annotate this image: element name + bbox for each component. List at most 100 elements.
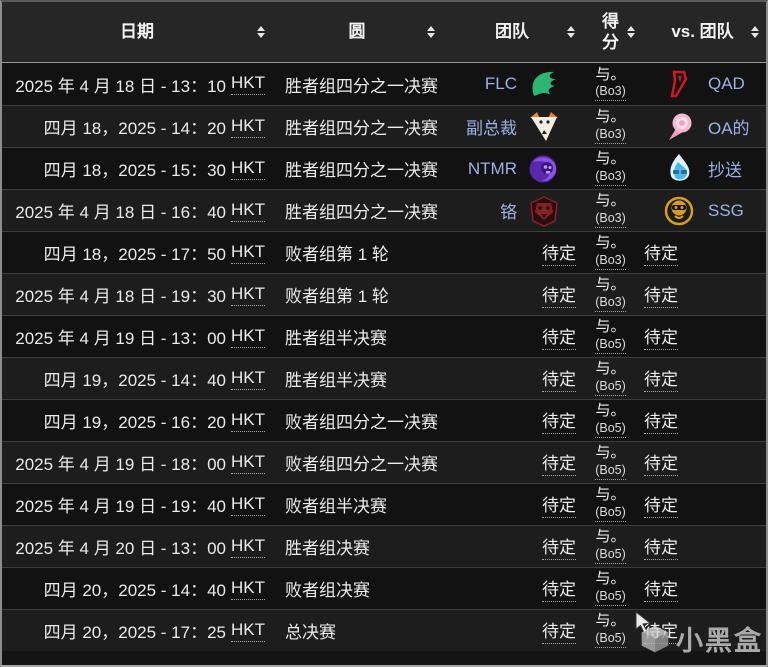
falcons-logo-icon[interactable] (526, 66, 562, 102)
match-row: 2025 年 4 月 18 日 - 13：10 HKT 胜者组四分之一决赛 FL… (2, 63, 766, 105)
match-round-cell: 败者组第 1 轮 (272, 274, 442, 315)
timezone-abbr: HKT (231, 452, 265, 474)
score-cell: 与。 (Bo5) (582, 442, 639, 483)
score-cell: 与。 (Bo5) (582, 316, 639, 357)
match-round-cell: 胜者组四分之一决赛 (272, 190, 442, 231)
team2-tbd-abbr: 待定 (644, 449, 678, 476)
date-text: 2025 年 4 月 19 日 - 19：40 (15, 497, 226, 516)
team1-link[interactable]: FLC (484, 74, 517, 93)
best-of-abbr: (Bo5) (595, 589, 626, 606)
team2-tbd-abbr: 待定 (644, 365, 678, 392)
score-cell: 与。 (Bo5) (582, 484, 639, 525)
vs-text: 与。 (595, 108, 626, 126)
match-row: 四月 19，2025 - 16：20 HKT 败者组四分之一决赛 待定 与。 (… (2, 399, 766, 441)
match-row: 2025 年 4 月 18 日 - 19：30 HKT 败者组第 1 轮 待定 … (2, 273, 766, 315)
team2-cell: QAD (639, 63, 766, 105)
team1-tbd-abbr: 待定 (542, 239, 576, 266)
round-text: 胜者组四分之一决赛 (285, 119, 438, 138)
team1-cell: 待定 (442, 274, 582, 315)
date-text: 四月 20，2025 - 17：25 (43, 623, 226, 642)
match-row: 2025 年 4 月 19 日 - 13：00 HKT 胜者组半决赛 待定 与。… (2, 315, 766, 357)
match-row: 四月 20，2025 - 14：40 HKT 败者组决赛 待定 与。 (Bo5)… (2, 567, 766, 609)
team2-cell: 抄送 (639, 148, 766, 189)
team2-tbd-abbr: 待定 (644, 281, 678, 308)
team2-link[interactable]: QAD (708, 74, 745, 93)
team2-cell: 待定 (639, 358, 766, 399)
qad-logo-icon[interactable] (661, 66, 697, 102)
team1-cell: 待定 (442, 568, 582, 609)
sort-icon (427, 26, 435, 38)
team1-cell: 待定 (442, 358, 582, 399)
team1-link[interactable]: 副总裁 (466, 119, 517, 138)
virtus-pro-logo-icon[interactable] (526, 109, 562, 145)
match-date-cell: 四月 20，2025 - 17：25 HKT (2, 610, 272, 651)
match-row: 2025 年 4 月 18 日 - 16：40 HKT 胜者组四分之一决赛 铬 … (2, 189, 766, 231)
ntmr-skull-logo-icon[interactable] (526, 151, 562, 187)
team2-link[interactable]: OA的 (708, 119, 750, 138)
match-row: 四月 19，2025 - 14：40 HKT 胜者组半决赛 待定 与。 (Bo5… (2, 357, 766, 399)
team1-cell: 铬 (442, 190, 582, 231)
timezone-abbr: HKT (231, 158, 265, 180)
match-round-cell: 胜者组决赛 (272, 526, 442, 567)
score-cell: 与。 (Bo3) (582, 232, 639, 273)
timezone-abbr: HKT (231, 494, 265, 516)
match-row: 四月 18，2025 - 14：20 HKT 胜者组四分之一决赛 副总裁 与。 … (2, 105, 766, 147)
sort-icon (751, 26, 759, 38)
date-text: 四月 18，2025 - 14：20 (43, 119, 226, 138)
team2-link[interactable]: 抄送 (708, 161, 742, 180)
team1-cell: 待定 (442, 316, 582, 357)
team1-link[interactable]: 铬 (500, 203, 517, 222)
column-header-vs-team[interactable]: vs. 团队 (639, 2, 766, 62)
timezone-abbr: HKT (231, 242, 265, 264)
team1-tbd-abbr: 待定 (542, 365, 576, 392)
vs-text: 与。 (595, 444, 626, 462)
team2-link[interactable]: SSG (708, 200, 744, 220)
team1-cell: 待定 (442, 232, 582, 273)
wolf-logo-icon[interactable] (526, 193, 562, 229)
score-cell: 与。 (Bo5) (582, 610, 639, 651)
team1-link[interactable]: NTMR (467, 158, 517, 178)
team2-cell: 待定 (639, 568, 766, 609)
team2-cell: OA的 (639, 106, 766, 147)
round-text: 胜者组四分之一决赛 (285, 203, 438, 222)
match-date-cell: 四月 18，2025 - 14：20 HKT (2, 106, 272, 147)
round-text: 胜者组半决赛 (285, 329, 387, 348)
oa-rose-logo-icon[interactable] (661, 109, 697, 145)
best-of-abbr: (Bo5) (595, 463, 626, 480)
date-text: 2025 年 4 月 19 日 - 18：00 (15, 455, 226, 474)
vs-text: 与。 (595, 150, 626, 168)
column-header-team[interactable]: 团队 (442, 2, 582, 62)
column-header-label: 日期 (120, 21, 154, 41)
date-text: 四月 18，2025 - 17：50 (43, 245, 226, 264)
team1-cell: 副总裁 (442, 106, 582, 147)
score-cell: 与。 (Bo5) (582, 400, 639, 441)
date-text: 四月 20，2025 - 14：40 (43, 581, 226, 600)
column-header-round[interactable]: 圆 (272, 2, 442, 62)
match-round-cell: 胜者组四分之一决赛 (272, 106, 442, 147)
column-header-date[interactable]: 日期 (2, 2, 272, 62)
round-text: 胜者组决赛 (285, 539, 370, 558)
round-text: 胜者组四分之一决赛 (285, 76, 438, 96)
timezone-abbr: HKT (231, 536, 265, 558)
date-text: 四月 18，2025 - 15：30 (43, 161, 226, 180)
column-header-label: 团队 (495, 21, 529, 41)
round-text: 胜者组四分之一决赛 (285, 161, 438, 180)
column-header-score[interactable]: 得分 (582, 2, 639, 62)
score-cell: 与。 (Bo3) (582, 190, 639, 231)
best-of-abbr: (Bo3) (595, 127, 626, 144)
match-round-cell: 败者组决赛 (272, 568, 442, 609)
vs-text: 与。 (595, 192, 626, 210)
score-cell: 与。 (Bo3) (582, 274, 639, 315)
score-cell: 与。 (Bo3) (582, 148, 639, 189)
date-text: 2025 年 4 月 19 日 - 13：00 (15, 329, 226, 348)
match-date-cell: 2025 年 4 月 20 日 - 13：00 HKT (2, 526, 272, 567)
timezone-abbr: HKT (231, 368, 265, 390)
team2-tbd-abbr: 待定 (644, 617, 678, 644)
ssg-monkey-logo-icon[interactable] (661, 193, 697, 229)
cc-flame-logo-icon[interactable] (661, 151, 697, 187)
timezone-abbr: HKT (231, 284, 265, 306)
team1-tbd-abbr: 待定 (542, 449, 576, 476)
score-cell: 与。 (Bo5) (582, 526, 639, 567)
best-of-abbr: (Bo3) (595, 253, 626, 270)
date-text: 四月 19，2025 - 14：40 (43, 371, 226, 390)
